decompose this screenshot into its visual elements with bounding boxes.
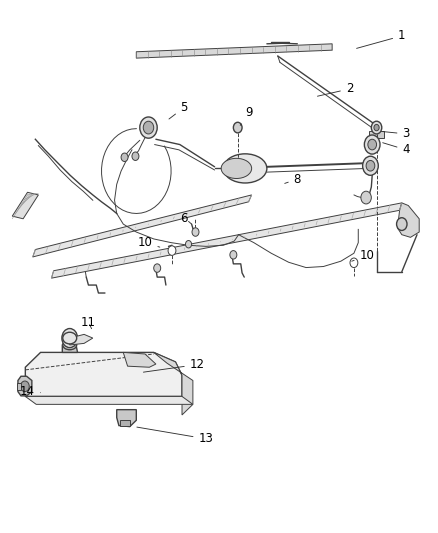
Text: 8: 8 [285,173,301,185]
Ellipse shape [223,154,267,183]
Circle shape [361,191,371,204]
Text: 4: 4 [383,143,410,156]
Polygon shape [397,203,419,237]
Text: 6: 6 [180,212,193,228]
Text: 11: 11 [81,316,96,329]
Circle shape [396,217,407,230]
Circle shape [368,139,377,150]
Circle shape [140,117,157,138]
Ellipse shape [221,158,252,179]
Polygon shape [123,352,156,367]
Polygon shape [120,420,130,425]
Polygon shape [25,352,182,397]
Text: 3: 3 [383,127,410,140]
Polygon shape [369,131,384,138]
Polygon shape [154,352,193,415]
Circle shape [185,240,191,248]
Polygon shape [136,44,332,58]
Text: 1: 1 [357,29,406,49]
Circle shape [233,122,242,133]
Text: 10: 10 [138,236,160,249]
Text: 12: 12 [143,358,205,372]
Polygon shape [25,397,193,405]
Circle shape [121,153,128,161]
Circle shape [230,251,237,259]
Text: 14: 14 [20,385,41,398]
Polygon shape [70,334,93,345]
Circle shape [363,156,378,175]
Ellipse shape [63,332,77,344]
Circle shape [154,264,161,272]
Circle shape [374,124,379,131]
Circle shape [21,381,29,392]
Ellipse shape [63,340,77,350]
Polygon shape [33,195,252,257]
Circle shape [192,228,199,236]
Circle shape [350,258,358,268]
Circle shape [62,328,78,348]
Polygon shape [51,203,402,278]
Text: 10: 10 [352,249,374,262]
Circle shape [143,121,154,134]
Polygon shape [12,192,39,219]
Text: 5: 5 [169,101,188,119]
Polygon shape [62,342,78,352]
Text: 2: 2 [318,83,353,96]
Circle shape [132,152,139,160]
Circle shape [371,121,382,134]
Polygon shape [117,410,136,426]
Text: 13: 13 [137,427,213,446]
Polygon shape [17,383,21,390]
Circle shape [168,246,176,255]
Circle shape [364,135,380,154]
Circle shape [366,160,375,171]
Polygon shape [18,376,32,396]
Text: 9: 9 [240,106,253,125]
